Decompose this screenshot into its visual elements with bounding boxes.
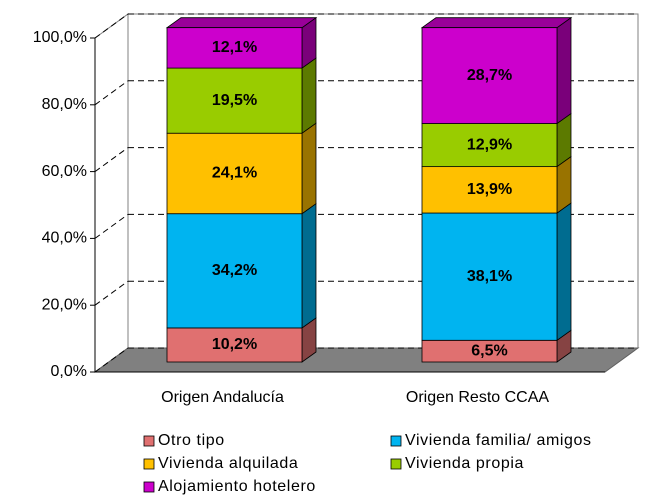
data-label: 12,9% bbox=[467, 136, 512, 153]
bar-side bbox=[301, 122, 317, 215]
bar-side bbox=[556, 16, 572, 125]
legend-label: Vivienda alquilada bbox=[158, 455, 298, 472]
bar-segment bbox=[421, 27, 558, 124]
x-tick-label: Origen Andalucía bbox=[161, 389, 284, 406]
grid-line-side bbox=[94, 13, 129, 39]
legend-label: Vivienda propia bbox=[405, 455, 524, 472]
bar-segment bbox=[166, 27, 303, 69]
data-label: 6,5% bbox=[471, 342, 507, 359]
data-label: 34,2% bbox=[212, 262, 257, 279]
y-tick-label: 40,0% bbox=[42, 230, 87, 247]
bar-top bbox=[420, 17, 573, 29]
bar-segment bbox=[166, 213, 303, 329]
legend-swatch bbox=[390, 458, 402, 470]
grid-line-side bbox=[94, 347, 129, 373]
data-label: 24,1% bbox=[212, 165, 257, 182]
y-tick-label: 60,0% bbox=[42, 163, 87, 180]
bar-segment bbox=[421, 123, 558, 168]
y-tick-label: 20,0% bbox=[42, 296, 87, 313]
bar-segment bbox=[421, 166, 558, 214]
y-tick-label: 80,0% bbox=[42, 96, 87, 113]
legend-label: Vivienda familia/ amigos bbox=[405, 432, 592, 449]
bar-segment bbox=[166, 67, 303, 134]
bar-side bbox=[301, 57, 317, 134]
bar-side bbox=[556, 202, 572, 342]
data-label: 10,2% bbox=[212, 336, 257, 353]
grid-line-side bbox=[94, 80, 129, 106]
grid-line-side bbox=[94, 147, 129, 173]
legend-label: Alojamiento hotelero bbox=[158, 478, 316, 495]
legend-swatch bbox=[143, 458, 155, 470]
data-label: 28,7% bbox=[467, 67, 512, 84]
legend-swatch bbox=[390, 435, 402, 447]
grid-line-side bbox=[94, 213, 129, 239]
data-label: 38,1% bbox=[467, 268, 512, 285]
bar-top bbox=[165, 17, 318, 29]
x-tick-label: Origen Resto CCAA bbox=[406, 389, 549, 406]
data-label: 12,1% bbox=[212, 39, 257, 56]
legend-label: Otro tipo bbox=[158, 432, 225, 449]
bar-segment bbox=[166, 327, 303, 363]
left-wall bbox=[94, 13, 129, 373]
bar-side bbox=[301, 202, 317, 329]
bar-segment bbox=[166, 132, 303, 215]
data-label: 13,9% bbox=[467, 181, 512, 198]
bar-segment bbox=[421, 212, 558, 341]
legend-swatch bbox=[143, 481, 155, 493]
grid-line-side bbox=[94, 280, 129, 306]
data-label: 19,5% bbox=[212, 92, 257, 109]
y-tick-label: 100,0% bbox=[33, 29, 87, 46]
legend-swatch bbox=[143, 435, 155, 447]
y-tick-label: 0,0% bbox=[51, 363, 87, 380]
